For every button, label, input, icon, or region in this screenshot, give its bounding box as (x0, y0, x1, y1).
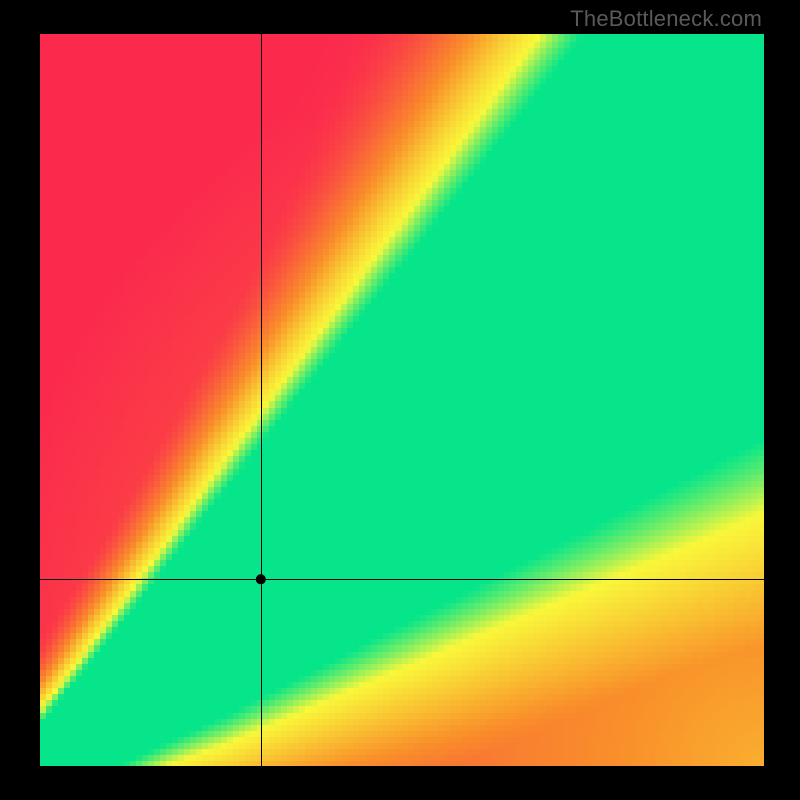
bottleneck-heatmap (40, 34, 764, 766)
chart-container: TheBottleneck.com (0, 0, 800, 800)
watermark-text: TheBottleneck.com (570, 6, 762, 32)
